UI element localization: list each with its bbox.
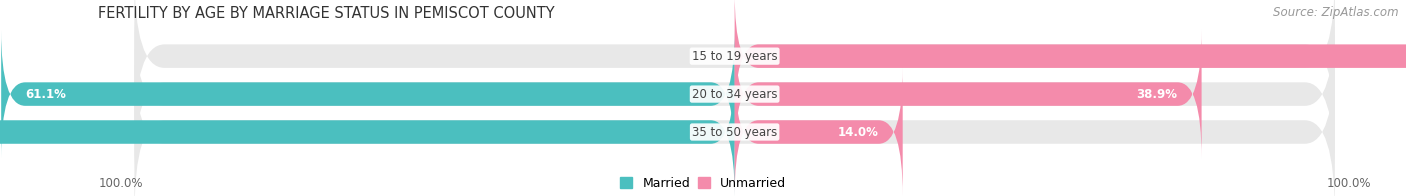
FancyBboxPatch shape [734,68,903,196]
Legend: Married, Unmarried: Married, Unmarried [620,177,786,190]
FancyBboxPatch shape [135,11,1334,177]
FancyBboxPatch shape [135,49,1334,196]
Text: FERTILITY BY AGE BY MARRIAGE STATUS IN PEMISCOT COUNTY: FERTILITY BY AGE BY MARRIAGE STATUS IN P… [98,6,555,21]
Text: 15 to 19 years: 15 to 19 years [692,50,778,63]
Text: 14.0%: 14.0% [838,125,879,139]
FancyBboxPatch shape [135,0,1334,139]
Text: 20 to 34 years: 20 to 34 years [692,88,778,101]
Text: 61.1%: 61.1% [25,88,66,101]
Text: 100.0%: 100.0% [98,177,143,190]
Text: Source: ZipAtlas.com: Source: ZipAtlas.com [1274,6,1399,19]
FancyBboxPatch shape [1,30,734,158]
FancyBboxPatch shape [734,30,1202,158]
FancyBboxPatch shape [0,68,734,196]
Text: 35 to 50 years: 35 to 50 years [692,125,778,139]
Text: 38.9%: 38.9% [1136,88,1178,101]
FancyBboxPatch shape [734,0,1406,120]
Text: 100.0%: 100.0% [1326,177,1371,190]
